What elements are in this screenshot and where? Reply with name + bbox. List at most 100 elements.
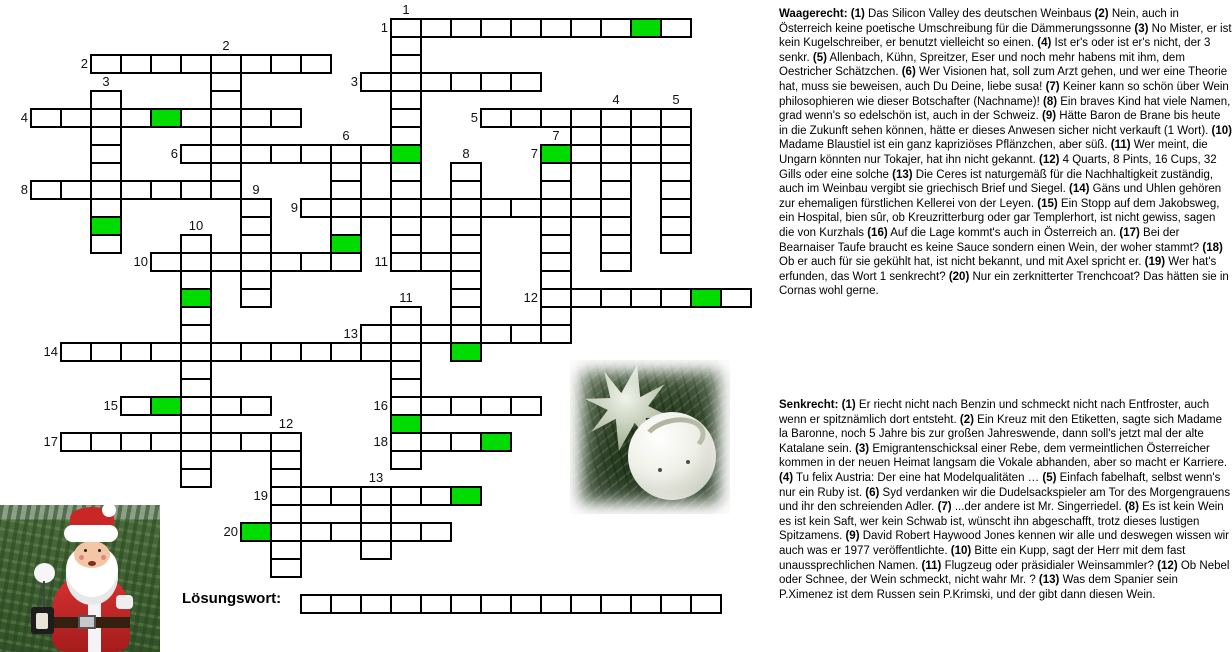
grid-cell[interactable] — [240, 432, 272, 452]
grid-cell[interactable] — [540, 18, 572, 38]
grid-cell[interactable] — [180, 342, 212, 362]
grid-cell[interactable] — [180, 108, 212, 128]
grid-cell[interactable] — [450, 198, 482, 218]
solution-letter-cell[interactable] — [690, 594, 722, 614]
grid-cell[interactable] — [450, 288, 482, 308]
grid-cell[interactable] — [180, 432, 212, 452]
grid-cell[interactable] — [180, 252, 212, 272]
solution-letter-cell[interactable] — [600, 594, 632, 614]
grid-cell[interactable] — [630, 288, 662, 308]
grid-cell[interactable] — [450, 234, 482, 254]
grid-cell[interactable] — [240, 288, 272, 308]
grid-cell[interactable] — [270, 108, 302, 128]
grid-cell[interactable] — [360, 522, 392, 542]
grid-cell[interactable] — [390, 72, 422, 92]
grid-cell[interactable] — [510, 396, 542, 416]
grid-cell[interactable] — [420, 324, 452, 344]
grid-cell[interactable] — [600, 288, 632, 308]
grid-cell[interactable] — [300, 198, 332, 218]
grid-cell[interactable] — [420, 252, 452, 272]
grid-cell[interactable] — [420, 432, 452, 452]
grid-cell[interactable] — [390, 252, 422, 272]
grid-cell[interactable] — [300, 486, 332, 506]
grid-cell[interactable] — [450, 306, 482, 326]
grid-cell[interactable] — [210, 54, 242, 74]
grid-cell[interactable] — [180, 360, 212, 380]
grid-cell[interactable] — [600, 144, 632, 164]
grid-cell[interactable] — [330, 198, 362, 218]
grid-cell[interactable] — [390, 162, 422, 182]
grid-cell[interactable] — [240, 342, 272, 362]
grid-cell[interactable] — [360, 540, 392, 560]
grid-cell[interactable] — [390, 450, 422, 470]
grid-cell[interactable] — [60, 180, 92, 200]
grid-cell[interactable] — [90, 180, 122, 200]
grid-cell[interactable] — [660, 126, 692, 146]
grid-cell[interactable] — [660, 288, 692, 308]
grid-cell[interactable] — [90, 90, 122, 110]
grid-cell[interactable] — [210, 72, 242, 92]
grid-cell[interactable] — [150, 432, 182, 452]
grid-cell[interactable] — [150, 396, 182, 416]
grid-cell[interactable] — [210, 432, 242, 452]
solution-letter-cell[interactable] — [390, 594, 422, 614]
grid-cell[interactable] — [360, 504, 392, 524]
grid-cell[interactable] — [570, 162, 602, 200]
grid-cell[interactable] — [480, 324, 512, 344]
grid-cell[interactable] — [270, 486, 302, 506]
grid-cell[interactable] — [120, 396, 152, 416]
grid-cell[interactable] — [390, 90, 422, 110]
grid-cell[interactable] — [360, 198, 392, 218]
grid-cell[interactable] — [270, 468, 302, 488]
grid-cell[interactable] — [390, 414, 422, 434]
grid-cell[interactable] — [480, 72, 512, 92]
grid-cell[interactable] — [210, 108, 242, 128]
grid-cell[interactable] — [270, 342, 302, 362]
grid-cell[interactable] — [540, 216, 572, 236]
solution-letter-cell[interactable] — [330, 594, 362, 614]
grid-cell[interactable] — [210, 144, 242, 164]
grid-cell[interactable] — [240, 234, 272, 254]
grid-cell[interactable] — [180, 144, 212, 164]
grid-cell[interactable] — [420, 198, 452, 218]
grid-cell[interactable] — [210, 126, 242, 146]
grid-cell[interactable] — [90, 108, 122, 128]
grid-cell[interactable] — [150, 342, 182, 362]
grid-cell[interactable] — [600, 162, 632, 182]
grid-cell[interactable] — [270, 432, 302, 452]
grid-cell[interactable] — [150, 108, 182, 128]
grid-cell[interactable] — [450, 72, 482, 92]
grid-cell[interactable] — [330, 180, 362, 200]
grid-cell[interactable] — [120, 432, 152, 452]
grid-cell[interactable] — [540, 144, 572, 164]
grid-cell[interactable] — [600, 252, 632, 272]
grid-cell[interactable] — [630, 144, 662, 164]
grid-cell[interactable] — [360, 324, 392, 344]
solution-letter-cell[interactable] — [630, 594, 662, 614]
grid-cell[interactable] — [150, 180, 182, 200]
grid-cell[interactable] — [570, 144, 602, 164]
grid-cell[interactable] — [240, 144, 272, 164]
grid-cell[interactable] — [450, 432, 482, 452]
solution-letter-cell[interactable] — [540, 594, 572, 614]
grid-cell[interactable] — [510, 324, 542, 344]
grid-cell[interactable] — [570, 288, 602, 308]
grid-cell[interactable] — [330, 162, 362, 182]
grid-cell[interactable] — [120, 54, 152, 74]
grid-cell[interactable] — [540, 162, 572, 182]
grid-cell[interactable] — [600, 126, 632, 146]
grid-cell[interactable] — [330, 486, 362, 506]
grid-cell[interactable] — [180, 450, 212, 470]
grid-cell[interactable] — [390, 378, 422, 398]
grid-cell[interactable] — [480, 18, 512, 38]
grid-cell[interactable] — [240, 252, 272, 272]
grid-cell[interactable] — [210, 180, 242, 200]
grid-cell[interactable] — [660, 216, 692, 236]
solution-letter-cell[interactable] — [480, 594, 512, 614]
grid-cell[interactable] — [360, 72, 392, 92]
grid-cell[interactable] — [420, 522, 452, 542]
grid-cell[interactable] — [480, 108, 512, 128]
grid-cell[interactable] — [450, 342, 482, 362]
grid-cell[interactable] — [390, 360, 422, 380]
grid-cell[interactable] — [420, 396, 452, 416]
